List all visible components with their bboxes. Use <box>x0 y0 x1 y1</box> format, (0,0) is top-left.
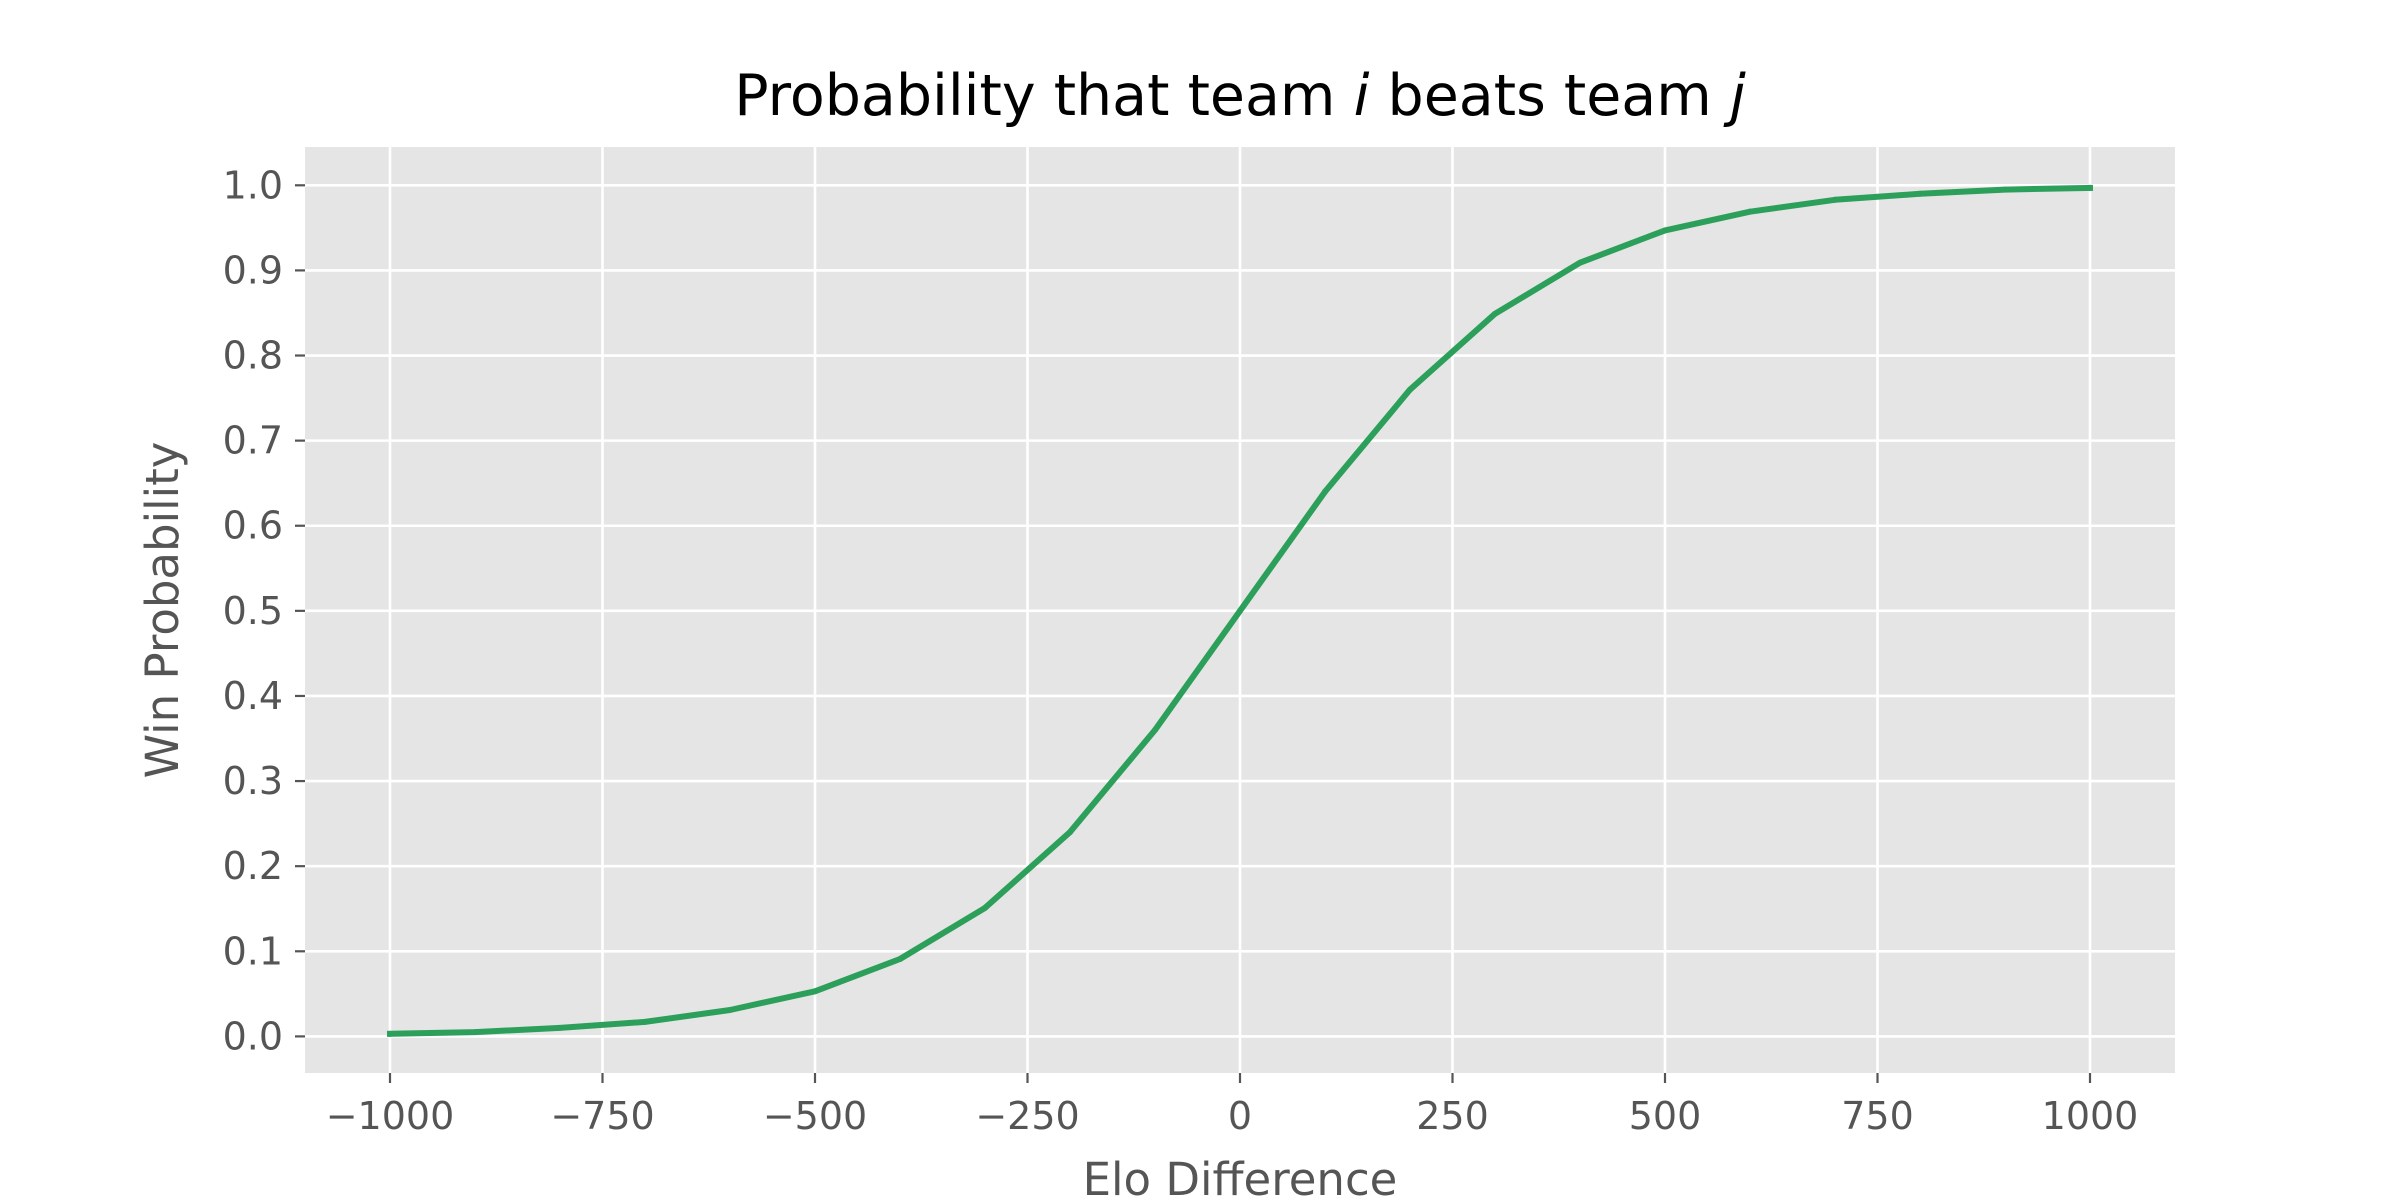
x-tick-label: −1000 <box>326 1094 455 1138</box>
data-point <box>897 955 903 962</box>
chart-title: Probability that team i beats team j <box>734 63 1746 129</box>
x-tick-label: 0 <box>1228 1094 1252 1138</box>
x-tick-label: −750 <box>550 1094 654 1138</box>
title-part: beats team <box>1369 63 1729 129</box>
data-point <box>1322 488 1328 495</box>
x-tick-label: 1000 <box>2042 1094 2139 1138</box>
data-point <box>1492 310 1498 317</box>
data-point <box>387 1030 393 1037</box>
data-point <box>1747 208 1753 215</box>
y-tick-label: 0.3 <box>223 759 283 803</box>
data-point <box>1407 386 1413 393</box>
y-tick-label: 0.6 <box>223 504 283 548</box>
data-point <box>727 1007 733 1014</box>
data-point <box>1662 227 1668 234</box>
data-point <box>472 1029 478 1036</box>
title-part: i <box>1354 63 1370 129</box>
data-point <box>1917 190 1923 197</box>
y-tick-label: 0.2 <box>223 844 283 888</box>
y-tick-label: 0.4 <box>223 674 283 718</box>
title-part: Probability that team <box>734 63 1353 129</box>
x-tick-label: −250 <box>975 1094 1079 1138</box>
x-axis-label: Elo Difference <box>1083 1153 1398 1200</box>
x-axis-ticks: −1000 −750 −500 −250 0 250 500 750 1000 <box>326 1073 2139 1138</box>
y-tick-label: 0.7 <box>223 419 283 463</box>
data-point <box>1832 196 1838 203</box>
x-tick-label: 500 <box>1629 1094 1702 1138</box>
y-axis-ticks: 0.0 0.1 0.2 0.3 0.4 0.5 0.6 0.7 0.8 0.9 1.0 <box>223 163 305 1058</box>
y-tick-label: 0.1 <box>223 929 283 973</box>
data-point <box>1067 829 1073 836</box>
y-axis-label: Win Probability <box>136 442 189 779</box>
y-tick-label: 0.9 <box>223 248 283 292</box>
data-point <box>642 1018 648 1025</box>
data-point <box>2087 184 2093 191</box>
y-tick-label: 1.0 <box>223 163 283 207</box>
series-layer <box>386 184 2094 1037</box>
data-point <box>557 1024 563 1031</box>
x-tick-label: 750 <box>1841 1094 1914 1138</box>
x-tick-label: 250 <box>1416 1094 1489 1138</box>
y-tick-label: 0.5 <box>223 589 283 633</box>
data-point <box>1577 259 1583 266</box>
y-tick-label: 0.0 <box>223 1014 283 1058</box>
x-tick-label: −500 <box>763 1094 867 1138</box>
data-point <box>982 904 988 911</box>
y-tick-label: 0.8 <box>223 334 283 378</box>
data-point <box>2002 186 2008 193</box>
data-point <box>1237 607 1243 614</box>
data-point <box>1152 727 1158 734</box>
data-point <box>812 988 818 995</box>
